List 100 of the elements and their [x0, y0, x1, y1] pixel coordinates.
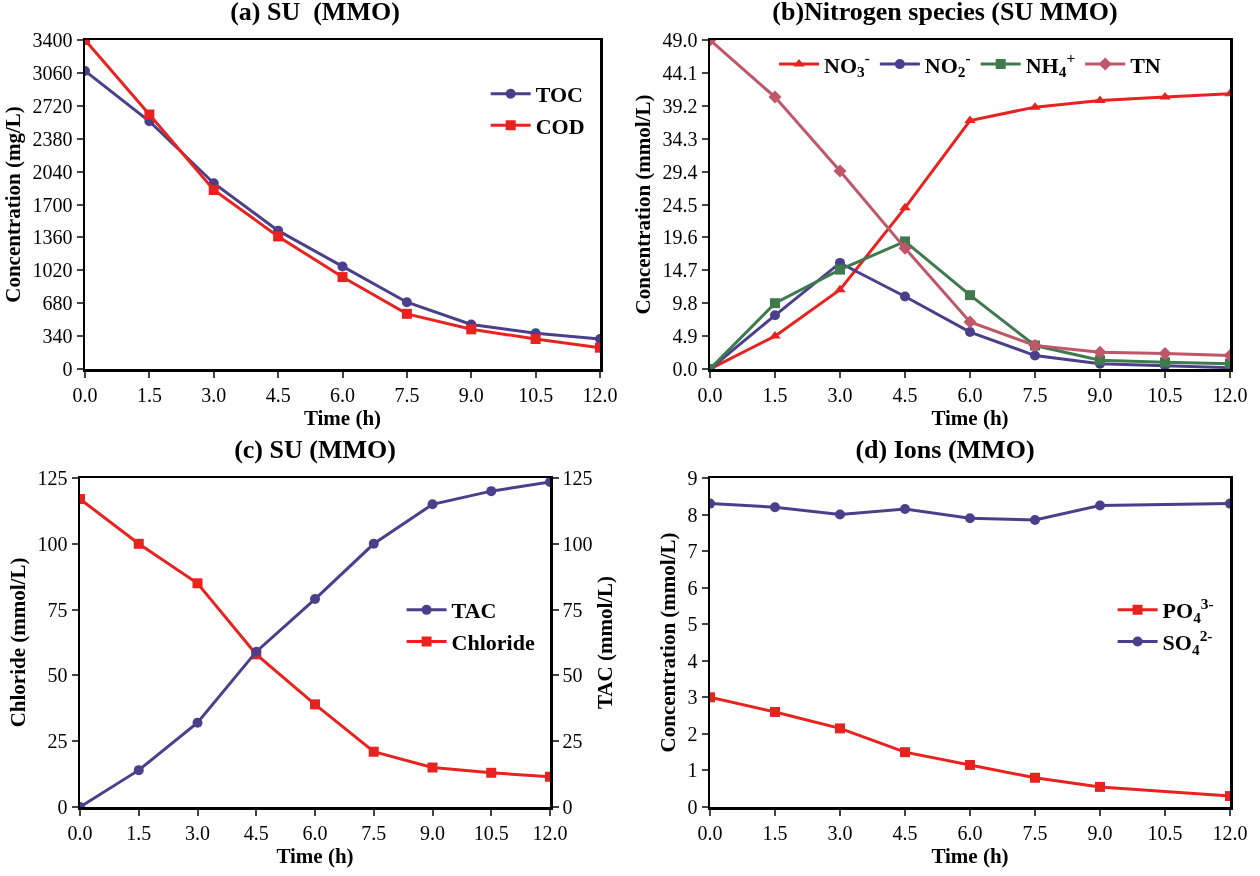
x-tick-label: 12.0 [582, 383, 618, 406]
legend-label: TAC [451, 598, 497, 624]
y-tick-label: 100 [37, 532, 68, 555]
x-tick-label: 1.5 [762, 383, 788, 406]
point [427, 499, 438, 510]
x-axis-title: Time (h) [303, 405, 382, 430]
y-tick-label: 29.4 [662, 160, 698, 183]
x-tick-label: 6.0 [330, 383, 355, 406]
point [1030, 350, 1040, 361]
x-tick-label: 3.0 [185, 821, 210, 844]
chart-title: (b)Nitrogen species (SU MMO) [772, 0, 1118, 27]
y-tick-label: 4.9 [672, 325, 698, 348]
x-tick-label: 4.5 [243, 821, 269, 844]
y-tick-label: 1 [687, 759, 698, 782]
point [768, 90, 782, 104]
point [133, 538, 144, 549]
x-tick-label: 9.0 [458, 383, 484, 406]
y-tick-label: 0 [687, 796, 698, 818]
point [835, 509, 845, 520]
x-axis-title: Time (h) [931, 405, 1009, 430]
x-tick-label: 4.5 [892, 821, 918, 844]
x-tick-label: 7.5 [361, 821, 387, 844]
chart-title: (c) SU (MMO) [234, 435, 396, 465]
point [208, 184, 219, 195]
y-tick-label: 3400 [32, 29, 73, 51]
y-tick-label: 2040 [32, 160, 73, 183]
y2-tick-label: 0 [562, 796, 573, 818]
point [1095, 500, 1105, 511]
point [1030, 515, 1040, 526]
point [965, 290, 975, 301]
point [965, 327, 975, 338]
y-tick-label: 44.1 [662, 61, 698, 84]
point [486, 767, 497, 778]
y-tick-label: 5 [687, 613, 698, 636]
x-tick-label: 12.0 [532, 821, 568, 844]
x-tick-label: 7.5 [1022, 383, 1048, 406]
y-tick-label: 1700 [32, 193, 73, 216]
x-tick-label: 1.5 [762, 821, 788, 844]
point [368, 538, 379, 549]
y-tick-label: 75 [47, 598, 68, 621]
point [401, 308, 412, 319]
x-tick-label: 3.0 [201, 383, 227, 406]
point [486, 486, 497, 497]
y-tick-label: 125 [37, 467, 68, 489]
y-tick-label: 3060 [32, 61, 73, 84]
y-tick-label: 34.3 [662, 127, 698, 150]
point [1158, 347, 1172, 361]
y2-tick-label: 50 [562, 664, 583, 687]
point [427, 762, 438, 773]
x-tick-label: 1.5 [126, 821, 152, 844]
x-tick-label: 4.5 [265, 383, 291, 406]
y-axis-title: Concentration (mg/L) [1, 106, 26, 303]
y2-tick-label: 125 [562, 467, 593, 489]
point [965, 513, 975, 524]
x-tick-label: 10.5 [518, 383, 554, 406]
y-tick-label: 19.6 [662, 226, 698, 249]
y-tick-label: 1360 [32, 226, 73, 249]
y-tick-label: 4 [687, 649, 698, 672]
y-tick-label: 0 [57, 796, 68, 818]
x-tick-label: 9.0 [420, 821, 445, 844]
y-tick-label: 2720 [32, 94, 73, 117]
y-tick-label: 9.8 [672, 292, 698, 315]
x-tick-label: 9.0 [1087, 821, 1113, 844]
x-tick-label: 10.5 [473, 821, 509, 844]
point [770, 298, 780, 309]
y-tick-label: 50 [47, 664, 68, 687]
y-tick-label: 9 [687, 467, 698, 489]
y2-tick-label: 100 [562, 532, 593, 555]
y-tick-label: 1020 [32, 259, 73, 282]
y-tick-label: 2 [687, 722, 698, 745]
point [770, 706, 780, 717]
point [1093, 345, 1107, 359]
point [900, 504, 910, 515]
point [770, 502, 780, 513]
y-tick-label: 6 [687, 576, 698, 599]
point [835, 723, 845, 734]
point [337, 272, 348, 283]
legend-label: TN [1130, 52, 1161, 78]
y2-tick-label: 25 [562, 730, 583, 753]
point [1095, 781, 1105, 792]
y-tick-label: 39.2 [662, 94, 698, 117]
point [898, 241, 912, 255]
legend-label: Chloride [451, 630, 535, 656]
x-tick-label: 12.0 [1212, 383, 1248, 406]
point [401, 297, 412, 308]
x-axis-title: Time (h) [931, 843, 1009, 868]
y-axis-title: Concentration (mmol/L) [631, 94, 656, 315]
point [835, 264, 845, 275]
point [466, 324, 477, 335]
x-tick-label: 1.5 [136, 383, 162, 406]
point [1030, 772, 1040, 783]
point [310, 594, 320, 605]
x-tick-label: 3.0 [827, 383, 853, 406]
x-tick-label: 9.0 [1087, 383, 1113, 406]
x-tick-label: 7.5 [394, 383, 420, 406]
y-tick-label: 0.0 [672, 358, 698, 380]
legend-label: TOC [535, 82, 583, 108]
point [900, 747, 910, 758]
x-tick-label: 6.0 [957, 383, 983, 406]
y-tick-label: 8 [687, 503, 698, 526]
